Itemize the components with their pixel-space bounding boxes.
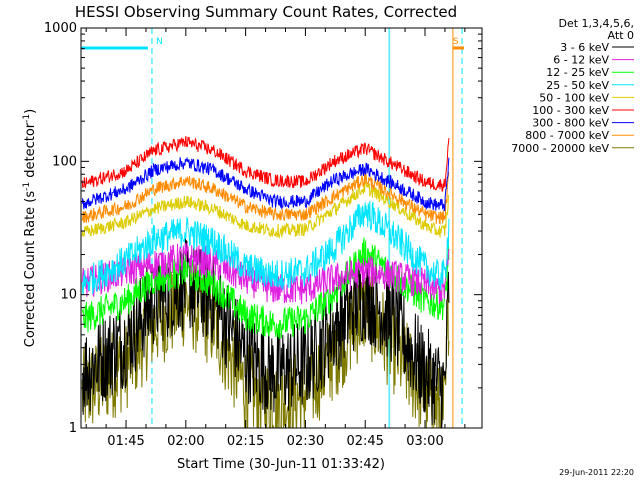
legend-entry-label: 300 - 800 keV	[532, 117, 609, 130]
legend-entry-label: 12 - 25 keV	[546, 66, 609, 79]
series-line	[81, 242, 450, 305]
y-axis: 1 10 100 1000	[44, 21, 482, 436]
legend-header-line-2: Att 0	[608, 29, 634, 42]
x-tick-label: 02:15	[227, 434, 264, 449]
y-tick-label: 1000	[44, 21, 77, 36]
y-tick-label: 10	[60, 288, 77, 303]
x-tick-label: 01:45	[107, 434, 144, 449]
series-line	[81, 172, 450, 225]
legend-entry-label: 6 - 12 keV	[553, 54, 609, 67]
series-line	[81, 156, 450, 212]
legend-entry-label: 7000 - 20000 keV	[511, 142, 609, 155]
y-tick-label: 100	[52, 154, 77, 169]
legend-header-line-1: Det 1,3,4,5,6,	[558, 17, 634, 30]
footer-timestamp: 29-Jun-2011 22:20	[559, 468, 634, 477]
series-line	[81, 135, 450, 192]
x-axis-label: Start Time (30-Jun-11 01:33:42)	[177, 457, 385, 472]
y-axis-label: Corrected Count Rate (s-1 detector-1)	[22, 109, 38, 347]
legend-entry-label: 800 - 7000 keV	[525, 129, 609, 142]
legend-entry-label: 100 - 300 keV	[532, 104, 609, 117]
x-tick-label: 02:30	[287, 434, 324, 449]
plot-frame	[80, 27, 483, 429]
marker-label: N	[156, 37, 163, 47]
x-tick-label: 03:00	[406, 434, 443, 449]
legend-entry-label: 25 - 50 keV	[546, 79, 609, 92]
y-tick-label: 1	[69, 421, 77, 436]
marker-label: S	[453, 37, 459, 47]
chart-title: HESSI Observing Summary Count Rates, Cor…	[75, 3, 457, 21]
x-tick-label: 02:45	[346, 434, 383, 449]
x-tick-label: 02:00	[167, 434, 204, 449]
x-axis: 01:45 02:00 02:15 02:30 02:45 03:00	[85, 28, 466, 449]
legend-entry-label: 50 - 100 keV	[539, 91, 609, 104]
series-line	[81, 181, 450, 239]
series-line	[81, 200, 450, 295]
legend-entry-label: 3 - 6 keV	[560, 41, 609, 54]
